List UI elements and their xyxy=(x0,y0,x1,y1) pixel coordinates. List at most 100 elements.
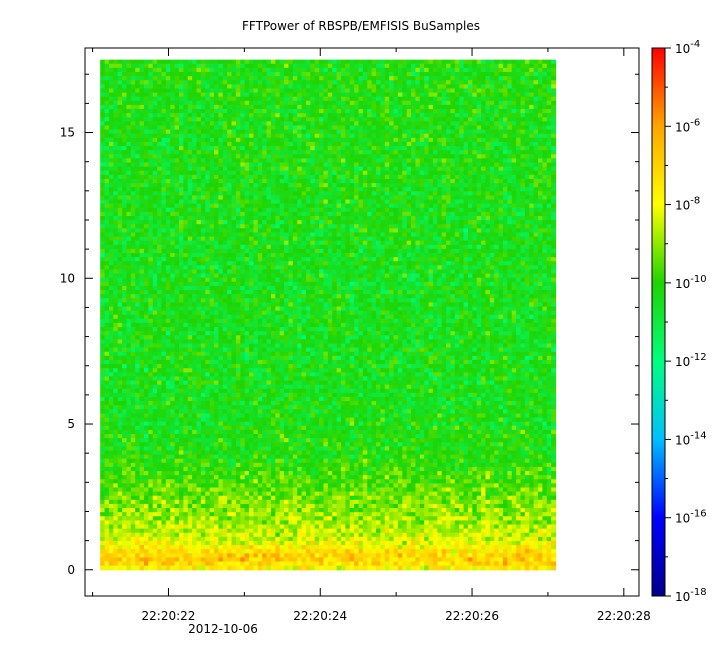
heatmap-cell xyxy=(214,162,219,168)
heatmap-cell xyxy=(371,133,377,139)
heatmap-cell xyxy=(240,137,246,143)
heatmap-cell xyxy=(275,162,281,168)
heatmap-cell xyxy=(139,232,145,238)
heatmap-cell xyxy=(393,72,399,77)
heatmap-cell xyxy=(380,137,386,143)
heatmap-cell xyxy=(533,228,539,234)
heatmap-cell xyxy=(371,129,377,135)
heatmap-cell xyxy=(196,146,202,151)
heatmap-cell xyxy=(345,141,351,147)
heatmap-cell xyxy=(270,162,276,168)
heatmap-cell xyxy=(301,146,307,151)
heatmap-cell xyxy=(393,121,399,127)
heatmap-cell xyxy=(174,211,180,217)
heatmap-cell xyxy=(122,137,128,143)
heatmap-cell xyxy=(546,158,552,164)
heatmap-cell xyxy=(371,121,377,127)
heatmap-cell xyxy=(253,199,259,205)
heatmap-cell xyxy=(108,248,114,254)
heatmap-cell xyxy=(533,92,539,98)
heatmap-cell xyxy=(428,92,434,98)
heatmap-cell xyxy=(546,178,552,184)
heatmap-cell xyxy=(200,178,206,184)
heatmap-cell xyxy=(415,220,421,225)
heatmap-cell xyxy=(446,158,452,164)
heatmap-cell xyxy=(314,141,320,147)
heatmap-cell xyxy=(428,232,434,238)
heatmap-cell xyxy=(165,84,171,90)
heatmap-cell xyxy=(235,88,241,94)
heatmap-cell xyxy=(178,92,184,98)
heatmap-cell xyxy=(262,125,268,131)
heatmap-cell xyxy=(367,220,373,225)
heatmap-cell xyxy=(406,100,412,106)
heatmap-cell xyxy=(485,195,491,201)
heatmap-cell xyxy=(397,191,403,197)
heatmap-cell xyxy=(511,232,517,238)
heatmap-cell xyxy=(446,248,452,254)
heatmap-cell xyxy=(143,207,149,213)
heatmap-cell xyxy=(270,150,276,155)
heatmap-cell xyxy=(270,92,276,98)
heatmap-cell xyxy=(174,109,180,114)
heatmap-cell xyxy=(524,100,530,106)
heatmap-cell xyxy=(218,248,224,254)
heatmap-cell xyxy=(441,88,447,94)
heatmap-cell xyxy=(284,121,290,127)
heatmap-cell xyxy=(489,207,495,213)
heatmap-cell xyxy=(454,224,460,229)
heatmap-cell xyxy=(336,215,342,221)
heatmap-cell xyxy=(502,72,508,77)
heatmap-cell xyxy=(218,67,224,73)
heatmap-cell xyxy=(323,117,329,122)
heatmap-cell xyxy=(266,228,272,234)
heatmap-cell xyxy=(551,174,557,180)
heatmap-cell xyxy=(542,96,548,102)
heatmap-cell xyxy=(157,170,163,176)
heatmap-cell xyxy=(227,228,233,234)
heatmap-cell xyxy=(463,174,469,180)
heatmap-cell xyxy=(450,166,456,172)
heatmap-cell xyxy=(240,244,246,250)
heatmap-cell xyxy=(533,244,539,250)
heatmap-cell xyxy=(437,183,443,188)
heatmap-cell xyxy=(231,158,237,164)
heatmap-cell xyxy=(529,72,535,77)
heatmap-cell xyxy=(323,195,329,201)
heatmap-cell xyxy=(542,183,548,188)
heatmap-cell xyxy=(454,63,460,69)
heatmap-cell xyxy=(371,67,377,73)
heatmap-cell xyxy=(437,150,443,155)
heatmap-cell xyxy=(446,80,452,85)
heatmap-cell xyxy=(371,113,377,118)
heatmap-cell xyxy=(485,141,491,147)
heatmap-cell xyxy=(152,117,158,122)
heatmap-cell xyxy=(178,113,184,118)
heatmap-cell xyxy=(441,244,447,250)
heatmap-cell xyxy=(192,244,198,250)
heatmap-cell xyxy=(542,113,548,118)
heatmap-cell xyxy=(454,174,460,180)
heatmap-cell xyxy=(467,67,473,73)
heatmap-cell xyxy=(529,80,535,85)
heatmap-cell xyxy=(432,199,438,205)
heatmap-cell xyxy=(441,92,447,98)
heatmap-cell xyxy=(113,220,119,225)
heatmap-cell xyxy=(214,232,219,238)
heatmap-cell xyxy=(397,121,403,127)
heatmap-cell xyxy=(170,117,176,122)
heatmap-cell xyxy=(424,59,430,65)
heatmap-cell xyxy=(148,76,154,81)
heatmap-cell xyxy=(209,129,215,135)
heatmap-cell xyxy=(463,63,469,69)
heatmap-cell xyxy=(441,166,447,172)
heatmap-cell xyxy=(371,244,377,250)
heatmap-cell xyxy=(467,170,473,176)
heatmap-cell xyxy=(266,117,272,122)
heatmap-cell xyxy=(533,113,539,118)
heatmap-cell xyxy=(192,178,198,184)
heatmap-cell xyxy=(489,84,495,90)
heatmap-cell xyxy=(498,80,504,85)
heatmap-cell xyxy=(161,121,167,127)
heatmap-cell xyxy=(502,232,508,238)
